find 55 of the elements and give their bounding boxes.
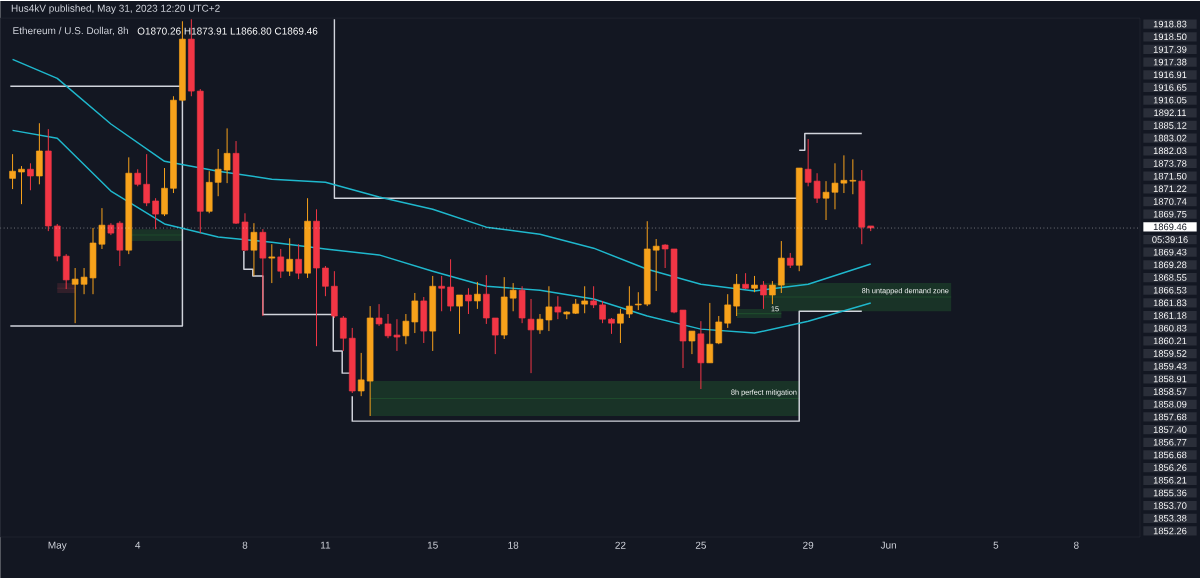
text: 1857.68: [1153, 413, 1187, 421]
x-tick-label: 15: [427, 541, 438, 549]
text: 1861.83: [1153, 299, 1187, 307]
x-tick-label: May: [48, 541, 67, 551]
text: 1916.91: [1153, 71, 1187, 79]
x-tick-label: 18: [508, 541, 519, 549]
text: 1916.65: [1153, 84, 1187, 91]
text: 1855.36: [1153, 489, 1187, 497]
text: 1866.53: [1153, 286, 1187, 294]
x-tick-label: Jun: [880, 541, 897, 549]
x-tick-label: 5: [993, 541, 999, 549]
text: 1892.11: [1154, 109, 1187, 117]
text: 1859.52: [1153, 350, 1187, 357]
text: 1869.46: [1153, 223, 1187, 231]
text: 05:39:16: [1152, 236, 1188, 243]
text: 1882.03: [1153, 147, 1187, 155]
text: 1858.57: [1153, 388, 1187, 395]
x-tick-label: 8: [242, 541, 248, 549]
text: 1883.02: [1153, 134, 1187, 142]
text: 1853.70: [1153, 502, 1187, 509]
text: 1917.38: [1153, 58, 1187, 66]
x-tick-label: 29: [803, 541, 814, 549]
text: 1871.22: [1153, 185, 1187, 193]
x-tick-label: 25: [695, 541, 707, 549]
text: 1856.68: [1153, 451, 1187, 459]
text: 1857.40: [1153, 426, 1187, 433]
x-tick-label: 8: [1073, 541, 1079, 549]
text: 1869.75: [1153, 210, 1187, 218]
x-tick-label: 11: [321, 541, 331, 549]
text: 1858.91: [1153, 375, 1187, 383]
text: 1918.83: [1153, 20, 1187, 28]
text: 1860.83: [1153, 324, 1187, 332]
text: 1917.39: [1153, 46, 1187, 53]
text: 1885.12: [1153, 122, 1187, 129]
text: 1870.74: [1153, 198, 1187, 205]
text: 1916.05: [1153, 96, 1187, 104]
text: 1871.50: [1153, 172, 1187, 180]
text: 1861.18: [1153, 312, 1187, 319]
x-tick-label: 4: [135, 541, 141, 549]
text: 1858.09: [1153, 400, 1187, 408]
text: 1869.28: [1153, 261, 1187, 269]
text: Hus4kV published, May 31, 2023 12:20 UTC+2: [11, 4, 220, 14]
text: 1868.55: [1153, 274, 1187, 281]
text: 1852.26: [1153, 527, 1187, 535]
text: 1873.78: [1153, 160, 1187, 167]
text: 1856.26: [1153, 464, 1187, 471]
text: 1856.21: [1153, 477, 1187, 484]
text: Ethereum / U.S. Dollar, 8h: [13, 26, 129, 36]
text: 1869.43: [1153, 248, 1187, 256]
text: 1918.50: [1153, 33, 1187, 41]
text: 1859.43: [1153, 362, 1187, 370]
text: 1853.38: [1153, 515, 1187, 522]
x-tick-label: 22: [615, 541, 626, 549]
text: 1856.77: [1153, 439, 1187, 446]
text: 1860.21: [1153, 337, 1187, 345]
